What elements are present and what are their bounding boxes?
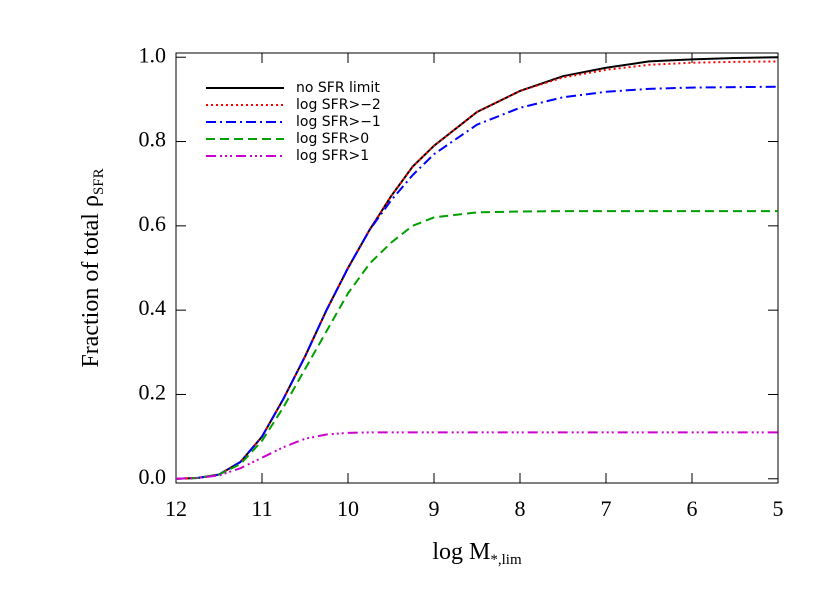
- x-label-sub: *,lim: [490, 552, 522, 568]
- y-label-sub: SFR: [91, 168, 107, 195]
- x-axis-label: log M*,lim: [432, 539, 522, 569]
- y-tick-label: 1.0: [139, 42, 167, 67]
- legend-label: no SFR limit: [296, 80, 380, 96]
- legend-label: log SFR>−1: [296, 114, 381, 130]
- x-tick-label: 11: [251, 496, 272, 521]
- x-label-text: log M: [432, 539, 490, 565]
- x-tick-label: 12: [165, 496, 187, 521]
- legend-label: log SFR>−2: [296, 97, 381, 113]
- x-tick-label: 6: [687, 496, 698, 521]
- y-tick-label: 0.8: [139, 127, 167, 152]
- x-tick-label: 7: [601, 496, 612, 521]
- y-tick-label: 0.2: [139, 380, 167, 405]
- series-line: [175, 56, 779, 480]
- x-tick-label: 8: [515, 496, 526, 521]
- series-line: [175, 60, 779, 480]
- x-tick-label: 10: [337, 496, 359, 521]
- x-tick-label: 5: [773, 496, 784, 521]
- y-label-text: Fraction of total ρ: [78, 195, 104, 368]
- legend-label: log SFR>0: [296, 131, 369, 147]
- x-tick-label: 9: [429, 496, 440, 521]
- series-line: [175, 210, 778, 480]
- series-line: [175, 431, 778, 480]
- series-line: [175, 85, 779, 480]
- y-tick-label: 0.6: [139, 211, 167, 236]
- legend-label: log SFR>1: [296, 148, 369, 164]
- plot-frame: [175, 52, 779, 484]
- y-axis-label: Fraction of total ρSFR: [78, 168, 108, 367]
- y-tick-label: 0.4: [139, 295, 167, 320]
- y-tick-label: 0.0: [139, 464, 167, 489]
